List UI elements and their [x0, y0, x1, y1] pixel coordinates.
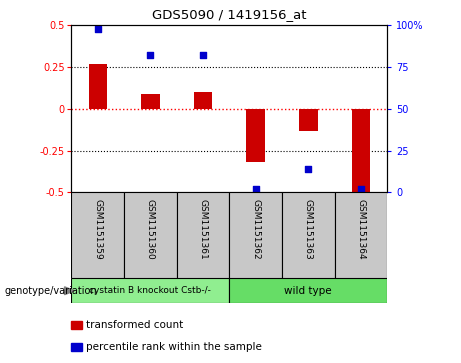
Bar	[299, 109, 318, 131]
Text: genotype/variation: genotype/variation	[5, 286, 97, 296]
Bar	[177, 192, 229, 278]
Point	[94, 26, 101, 32]
Title: GDS5090 / 1419156_at: GDS5090 / 1419156_at	[152, 8, 307, 21]
Text: percentile rank within the sample: percentile rank within the sample	[86, 342, 262, 352]
Point	[252, 186, 260, 192]
Bar	[352, 109, 370, 192]
Text: GSM1151360: GSM1151360	[146, 199, 155, 260]
Bar	[71, 278, 229, 303]
Bar	[141, 94, 160, 109]
Point	[147, 53, 154, 58]
Point	[305, 166, 312, 172]
Text: cystatin B knockout Cstb-/-: cystatin B knockout Cstb-/-	[89, 286, 211, 295]
Text: GSM1151362: GSM1151362	[251, 199, 260, 260]
Bar	[71, 321, 82, 329]
Text: transformed count: transformed count	[86, 320, 183, 330]
Text: GSM1151363: GSM1151363	[304, 199, 313, 260]
Bar	[71, 343, 82, 351]
Text: wild type: wild type	[284, 286, 332, 296]
Bar	[335, 192, 387, 278]
Text: GSM1151359: GSM1151359	[93, 199, 102, 260]
Bar	[282, 192, 335, 278]
Polygon shape	[65, 287, 75, 295]
Bar	[71, 192, 124, 278]
Bar	[229, 278, 387, 303]
Bar	[247, 109, 265, 162]
Bar	[89, 64, 107, 109]
Bar	[229, 192, 282, 278]
Bar	[124, 192, 177, 278]
Text: GSM1151364: GSM1151364	[356, 199, 366, 260]
Point	[357, 186, 365, 192]
Point	[199, 53, 207, 58]
Bar	[194, 92, 212, 109]
Text: GSM1151361: GSM1151361	[199, 199, 207, 260]
